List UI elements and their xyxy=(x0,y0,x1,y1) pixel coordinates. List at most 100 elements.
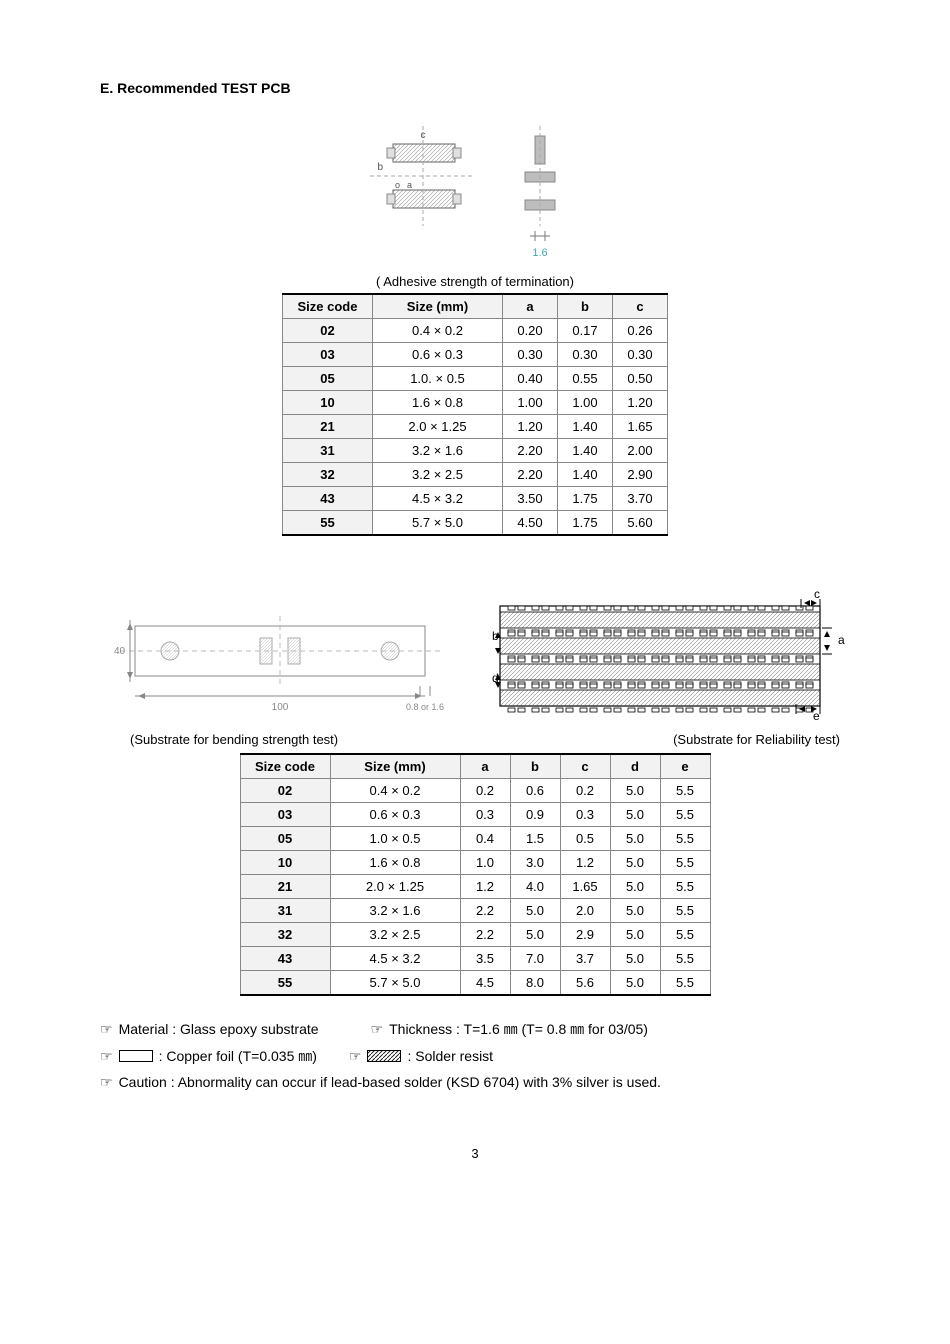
table1-cell: 1.20 xyxy=(613,391,668,415)
table2-cell: 0.3 xyxy=(460,803,510,827)
table2-cell: 5.0 xyxy=(610,947,660,971)
table2-cell: 0.3 xyxy=(560,803,610,827)
table1-cell: 2.90 xyxy=(613,463,668,487)
table1-cell: 1.20 xyxy=(503,415,558,439)
table1-cell: 1.40 xyxy=(558,415,613,439)
table2-cell: 0.9 xyxy=(510,803,560,827)
table1-cell: 0.40 xyxy=(503,367,558,391)
section-title: E. Recommended TEST PCB xyxy=(100,80,850,96)
table1-cell: 21 xyxy=(283,415,373,439)
table1-cell: 4.50 xyxy=(503,511,558,536)
table1-cell: 03 xyxy=(283,343,373,367)
copper-foil-icon xyxy=(119,1050,153,1062)
table1-cell: 55 xyxy=(283,511,373,536)
table1-cell: 0.30 xyxy=(613,343,668,367)
table2-cell: 3.7 xyxy=(560,947,610,971)
table2-cell: 0.4 × 0.2 xyxy=(330,779,460,803)
table1-header: b xyxy=(558,294,613,319)
table1-cell: 2.20 xyxy=(503,463,558,487)
table2-cell: 5.0 xyxy=(610,779,660,803)
table2-header: Size code xyxy=(240,754,330,779)
table2-cell: 0.4 xyxy=(460,827,510,851)
pointer-icon: ☞ xyxy=(371,1016,384,1043)
table2-cell: 10 xyxy=(240,851,330,875)
table2-cell: 5.5 xyxy=(660,947,710,971)
table2-header: a xyxy=(460,754,510,779)
table2-header: c xyxy=(560,754,610,779)
table1-cell: 2.0 × 1.25 xyxy=(373,415,503,439)
pointer-icon: ☞ xyxy=(100,1043,113,1070)
table2-cell: 5.0 xyxy=(610,827,660,851)
table2-cell: 3.5 xyxy=(460,947,510,971)
table2-cell: 1.6 × 0.8 xyxy=(330,851,460,875)
page-number: 3 xyxy=(100,1146,850,1161)
table2-cell: 21 xyxy=(240,875,330,899)
table2-cell: 05 xyxy=(240,827,330,851)
table2-cell: 5.5 xyxy=(660,851,710,875)
table1-cell: 1.0. × 0.5 xyxy=(373,367,503,391)
table2-cell: 0.2 xyxy=(560,779,610,803)
table2-cell: 4.5 xyxy=(460,971,510,996)
table2-cell: 2.2 xyxy=(460,899,510,923)
dim-thk: 0.8 or 1.6 xyxy=(406,702,444,712)
table1-cell: 3.2 × 2.5 xyxy=(373,463,503,487)
table2-cell: 1.2 xyxy=(460,875,510,899)
table1-header: a xyxy=(503,294,558,319)
table2-cell: 5.0 xyxy=(610,851,660,875)
dim-b-label: b xyxy=(377,162,383,173)
table2-cell: 3.2 × 1.6 xyxy=(330,899,460,923)
table2-cell: 5.5 xyxy=(660,899,710,923)
table1-cell: 4.5 × 3.2 xyxy=(373,487,503,511)
table2-cell: 0.2 xyxy=(460,779,510,803)
dim-c-label: c xyxy=(421,130,426,141)
table2-cell: 5.6 xyxy=(560,971,610,996)
table1-cell: 02 xyxy=(283,319,373,343)
lbl-c: c xyxy=(814,587,820,601)
table2-header: e xyxy=(660,754,710,779)
table2-cell: 3.2 × 2.5 xyxy=(330,923,460,947)
table2-cell: 0.5 xyxy=(560,827,610,851)
table2-header: Size (mm) xyxy=(330,754,460,779)
reliability-substrate-diagram: b d a c e xyxy=(480,586,850,726)
table2-cell: 0.6 xyxy=(510,779,560,803)
note-thickness: Thickness : T=1.6 ㎜ (T= 0.8 ㎜ for 03/05) xyxy=(389,1016,648,1043)
table2-cell: 7.0 xyxy=(510,947,560,971)
table1-cell: 1.40 xyxy=(558,439,613,463)
pointer-icon: ☞ xyxy=(100,1069,113,1096)
note-solder: : Solder resist xyxy=(407,1043,493,1070)
table2-cell: 3.0 xyxy=(510,851,560,875)
table1-cell: 3.2 × 1.6 xyxy=(373,439,503,463)
table1-cell: 0.20 xyxy=(503,319,558,343)
lbl-a: a xyxy=(838,633,845,647)
table2-cell: 1.65 xyxy=(560,875,610,899)
table1-header: Size (mm) xyxy=(373,294,503,319)
lbl-e: e xyxy=(813,709,820,723)
table1-cell: 1.75 xyxy=(558,511,613,536)
table1-cell: 0.30 xyxy=(558,343,613,367)
table2-cell: 1.0 × 0.5 xyxy=(330,827,460,851)
table2-cell: 4.5 × 3.2 xyxy=(330,947,460,971)
table2-cell: 2.0 × 1.25 xyxy=(330,875,460,899)
note-caution: Caution : Abnormality can occur if lead-… xyxy=(119,1069,661,1096)
table2-header: b xyxy=(510,754,560,779)
table2-cell: 5.0 xyxy=(610,899,660,923)
table2-header: d xyxy=(610,754,660,779)
table2-cell: 2.2 xyxy=(460,923,510,947)
table1-cell: 3.70 xyxy=(613,487,668,511)
table1-cell: 0.6 × 0.3 xyxy=(373,343,503,367)
table2-cell: 5.5 xyxy=(660,803,710,827)
table1-header: c xyxy=(613,294,668,319)
table1-cell: 1.00 xyxy=(503,391,558,415)
table1-cell: 05 xyxy=(283,367,373,391)
table2-cell: 5.0 xyxy=(510,923,560,947)
table2-cell: 5.5 xyxy=(660,875,710,899)
table2-cell: 2.9 xyxy=(560,923,610,947)
dim-100: 100 xyxy=(272,702,289,713)
table1-cell: 0.26 xyxy=(613,319,668,343)
dim-40: 40 xyxy=(114,646,126,657)
bending-caption: (Substrate for bending strength test) xyxy=(130,732,338,747)
table2-cell: 5.0 xyxy=(510,899,560,923)
table1-cell: 3.50 xyxy=(503,487,558,511)
adhesive-strength-table: Size codeSize (mm)abc020.4 × 0.20.200.17… xyxy=(282,293,668,536)
table2-cell: 0.6 × 0.3 xyxy=(330,803,460,827)
